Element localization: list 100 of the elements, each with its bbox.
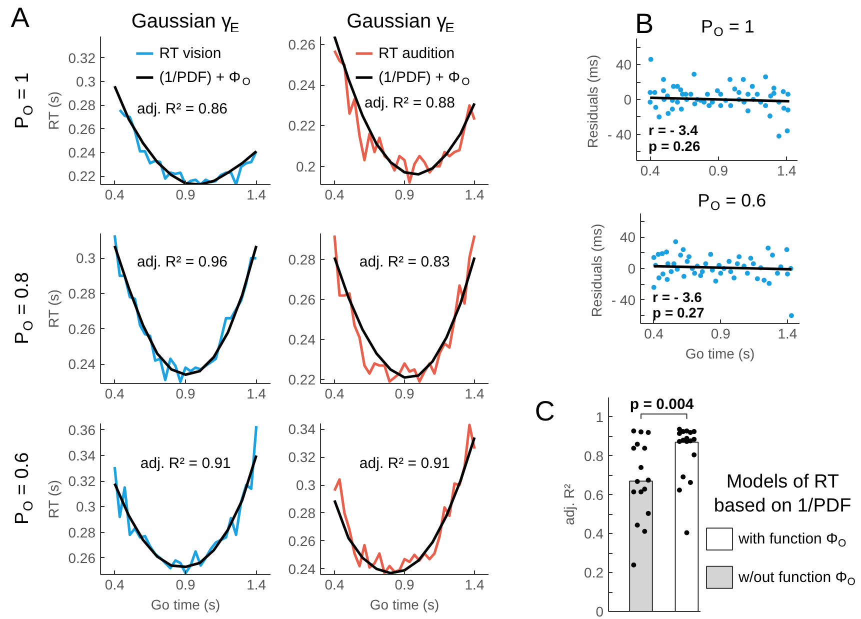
x-axis-title: Go time (s) [150,596,220,612]
annotation: adj. R² = 0.91 [140,455,231,472]
y-tick-label: 0.32 [288,449,316,466]
point [648,100,653,105]
point [653,104,658,110]
text: C [534,395,555,426]
y-tick-label: 0.2 [584,564,604,581]
point [785,107,790,112]
point [788,313,794,318]
point [686,254,692,260]
x-tick-label: 0.4 [640,162,660,178]
y-tick-label: 0.22 [288,372,316,388]
annotation: p = 0.26 [648,138,700,154]
annotation: r = - 3.6 [652,289,702,306]
y-tick-label: 0.24 [288,332,316,348]
x-tick-label: 1.4 [464,386,484,402]
y-tick-label: 0.6 [584,486,604,503]
x-tick-label: 0.4 [324,186,344,202]
line-series [113,84,258,184]
point [704,92,710,97]
point [745,92,750,97]
legend-title: Models of RT based on 1/PDF [714,472,852,516]
point [732,275,737,280]
y-tick-label: 0.8 [584,448,604,464]
point [736,90,742,96]
annotation: adj. R² = 0.96 [137,254,228,270]
point [678,106,684,112]
x-tick-label: 0.9 [176,576,196,592]
y-tick-label: 0 [628,260,636,276]
point [670,106,675,112]
point [656,275,662,280]
x-tick-label: 0.9 [176,386,196,402]
y-tick-label: 0.24 [288,560,316,577]
point [771,86,776,91]
point [771,90,776,96]
y-tick-label: 0.2 [296,158,316,174]
legend-label: RT vision [159,45,222,62]
point [734,261,740,266]
point [703,261,708,266]
x-tick-label: 0.4 [324,576,344,592]
y-tick-label: 40 [620,229,636,246]
text: PO = 0.6 [12,452,36,524]
point [750,84,755,89]
point [666,110,671,116]
y-tick-label: 0.32 [68,473,96,490]
y-tick-label: 0.26 [288,532,316,549]
y-axis-title: Residuals (ms) [588,224,604,318]
annotation: adj. R² = 0.86 [137,100,228,118]
y-tick-label: 0.28 [68,97,96,114]
point [706,103,712,108]
point [674,84,680,89]
point [754,276,760,282]
y-tick-label: 0.26 [68,550,96,566]
x-tick-label: 1.4 [246,386,266,402]
point [681,274,686,279]
y-tick-label: 0.3 [76,498,96,515]
y-axis-title: RT (s) [45,289,62,328]
y-tick-label: 0.3 [76,250,96,266]
point [664,277,670,282]
y-tick-label: 0.3 [296,477,316,494]
x-tick-label: 1.4 [464,576,484,592]
point [660,251,665,256]
point [784,128,790,134]
point [680,247,686,252]
point [664,250,670,254]
point [714,88,720,94]
x-tick-label: 0.9 [394,186,414,202]
point [713,278,718,284]
annotation: B [634,8,654,39]
x-tick-label: 0.9 [394,386,414,402]
point [661,88,666,94]
point [684,258,690,264]
point [726,258,732,264]
y-tick-label: 0.22 [68,168,96,184]
line-series [113,454,258,568]
y-tick-label: 0.24 [68,356,96,372]
point [674,100,680,105]
point [718,103,724,108]
y-tick-label: 1 [596,408,604,425]
y-axis-title: Residuals (ms) [584,54,600,148]
point [692,270,698,276]
point [661,76,666,82]
x-tick-label: 0.4 [324,386,344,402]
y-tick-label: 0.28 [288,252,316,268]
point [750,261,756,266]
y-tick-label: 0.34 [288,421,316,438]
y-tick-label: 0.24 [68,144,96,161]
point [732,86,738,92]
x-tick-label: 0.4 [644,326,664,342]
annotation: p = 0.004 [630,396,694,413]
point [727,76,732,82]
point [784,272,790,276]
point [718,270,724,276]
x-tick-label: 1.4 [246,576,266,592]
x-tick-label: 1.4 [778,326,798,342]
point [767,114,772,119]
y-tick-label: 0.32 [68,50,96,66]
point [656,114,662,120]
point [766,280,772,286]
point [770,252,776,258]
